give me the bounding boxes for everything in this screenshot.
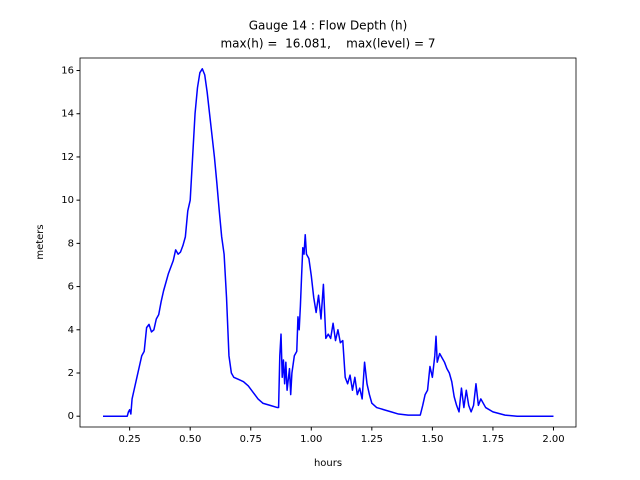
y-tick-label: 0 [68,411,74,422]
x-tick-label: 1.25 [361,434,383,445]
y-tick-label: 6 [68,282,74,293]
y-tick-label: 12 [61,152,74,163]
x-tick-label: 1.75 [482,434,504,445]
y-tick-label: 8 [68,238,74,249]
y-tick-label: 16 [61,66,74,77]
y-tick-label: 10 [61,195,74,206]
y-tick-label: 2 [68,368,74,379]
x-tick-label: 1.50 [421,434,443,445]
y-tick-label: 4 [68,325,74,336]
plot-frame [79,57,577,428]
x-tick-label: 0.75 [240,434,262,445]
y-tick-label: 14 [61,109,74,120]
x-tick-label: 0.25 [119,434,141,445]
chart-title: Gauge 14 : Flow Depth (h) [249,19,408,33]
x-tick-label: 2.00 [542,434,564,445]
x-axis-label: hours [314,458,342,469]
x-tick-label: 0.50 [179,434,201,445]
chart-subtitle: max(h) = 16.081, max(level) = 7 [220,37,435,51]
data-line [103,68,554,417]
y-axis-label: meters [35,224,46,259]
x-tick-label: 1.00 [300,434,322,445]
